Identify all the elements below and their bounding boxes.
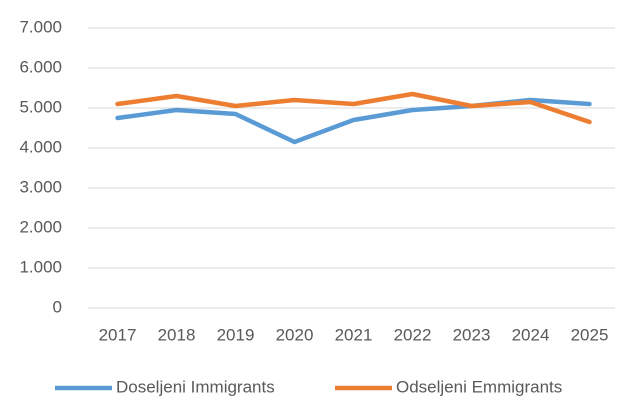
x-tick-label: 2018 xyxy=(158,325,196,344)
x-tick-label: 2024 xyxy=(512,325,550,344)
y-tick-label: 4.000 xyxy=(19,137,62,156)
x-tick-label: 2020 xyxy=(276,325,314,344)
legend-label: Doseljeni Immigrants xyxy=(116,377,275,396)
x-tick-label: 2023 xyxy=(453,325,491,344)
legend-label: Odseljeni Emmigrants xyxy=(396,377,562,396)
x-tick-label: 2021 xyxy=(335,325,373,344)
y-tick-label: 2.000 xyxy=(19,217,62,236)
x-tick-label: 2022 xyxy=(394,325,432,344)
y-tick-label: 6.000 xyxy=(19,57,62,76)
x-tick-label: 2017 xyxy=(99,325,137,344)
x-tick-label: 2025 xyxy=(571,325,609,344)
series-line xyxy=(115,91,592,125)
y-tick-label: 1.000 xyxy=(19,257,62,276)
x-tick-label: 2019 xyxy=(217,325,255,344)
y-tick-label: 3.000 xyxy=(19,177,62,196)
y-tick-label: 5.000 xyxy=(19,97,62,116)
y-tick-label: 7.000 xyxy=(19,17,62,36)
series-line xyxy=(115,97,592,145)
y-tick-label: 0 xyxy=(53,297,62,316)
